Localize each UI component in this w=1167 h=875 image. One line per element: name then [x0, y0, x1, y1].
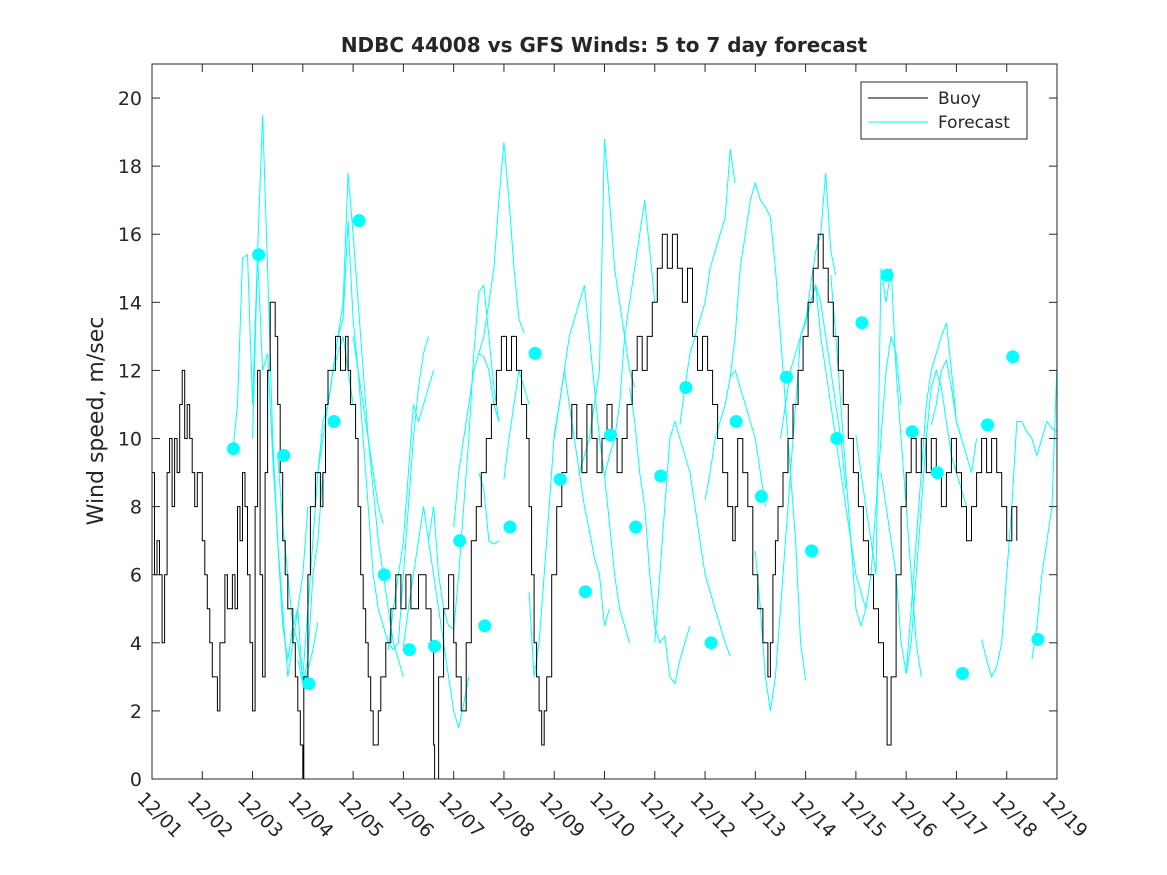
forecast-start-marker	[327, 415, 341, 428]
legend-buoy-label: Buoy	[938, 89, 981, 109]
forecast-line-5	[327, 220, 384, 524]
forecast-start-marker	[629, 520, 643, 534]
forecast-start-marker	[679, 381, 693, 394]
forecast-start-marker	[428, 639, 442, 653]
forecast-start-marker	[226, 442, 240, 456]
y-tick-label: 10	[118, 429, 142, 451]
forecast-start-marker	[654, 469, 668, 483]
y-tick-label: 16	[118, 224, 142, 246]
y-tick-label: 20	[118, 88, 142, 110]
forecast-start-marker	[981, 418, 995, 432]
forecast-start-marker	[604, 428, 617, 442]
forecast-start-marker	[780, 370, 793, 384]
forecast-start-marker	[905, 425, 919, 439]
forecast-start-markers	[226, 214, 1045, 691]
y-tick-label: 12	[118, 360, 142, 382]
forecast-line-17	[629, 387, 691, 685]
plot-area	[152, 64, 1057, 779]
forecast-line-8	[402, 506, 470, 729]
forecast-start-marker	[1006, 350, 1020, 364]
forecast-line-13	[478, 472, 500, 545]
forecast-line-21	[704, 369, 766, 507]
forecast-start-marker	[377, 568, 391, 582]
forecast-start-marker	[277, 449, 291, 462]
forecast-start-marker	[478, 619, 492, 633]
forecast-line-1	[252, 254, 324, 684]
y-tick-label: 14	[118, 292, 142, 314]
forecast-start-marker	[578, 585, 592, 599]
buoy-line	[152, 233, 1018, 779]
legend: Buoy Forecast	[860, 81, 1028, 140]
forecast-line-32	[1031, 363, 1057, 660]
forecast-start-marker	[402, 643, 416, 657]
buoy-series	[152, 233, 1018, 779]
forecast-start-marker	[805, 544, 819, 558]
forecast-start-marker	[704, 636, 718, 650]
forecast-start-marker	[252, 248, 266, 262]
forecast-line-16	[578, 138, 636, 473]
forecast-start-marker	[729, 415, 743, 428]
forecast-line-18	[604, 200, 656, 477]
forecast-line-22	[729, 181, 807, 681]
forecast-start-marker	[553, 472, 567, 486]
forecast-line-10	[453, 352, 500, 528]
forecast-start-marker	[855, 316, 869, 330]
legend-forecast-label: Forecast	[938, 113, 1010, 133]
forecast-start-marker	[528, 346, 542, 360]
forecast-line-9	[428, 283, 500, 631]
y-tick-label: 2	[130, 701, 142, 723]
legend-box	[860, 81, 1028, 140]
forecast-line-27	[855, 268, 922, 677]
forecast-line-12	[503, 370, 530, 480]
forecast-series	[231, 115, 1057, 729]
forecast-line-20	[679, 149, 736, 425]
y-axis-label: Wind speed, m/sec	[84, 317, 109, 526]
forecast-start-marker	[1031, 632, 1045, 646]
forecast-start-marker	[956, 667, 969, 680]
forecast-line-19	[654, 419, 731, 657]
forecast-start-marker	[352, 214, 366, 228]
y-tick-label: 0	[130, 769, 142, 791]
forecast-start-marker	[830, 432, 844, 445]
y-tick-label: 18	[118, 156, 142, 178]
forecast-start-marker	[754, 489, 768, 503]
forecast-line-31	[981, 420, 1057, 679]
y-tick-label: 6	[130, 565, 142, 587]
forecast-line-26	[830, 275, 902, 628]
forecast-line-30	[930, 358, 978, 473]
forecast-start-marker	[302, 677, 316, 691]
forecast-start-marker	[930, 466, 944, 480]
forecast-start-marker	[453, 534, 467, 548]
y-tick-label: 4	[130, 633, 142, 655]
forecast-line-11	[478, 142, 525, 354]
forecast-start-marker	[503, 520, 517, 534]
y-tick-label: 8	[130, 497, 142, 519]
chart-title: NDBC 44008 vs GFS Winds: 5 to 7 day fore…	[341, 33, 868, 57]
forecast-line-15	[553, 285, 631, 643]
forecast-line-14	[528, 370, 610, 677]
forecast-start-marker	[880, 268, 894, 282]
